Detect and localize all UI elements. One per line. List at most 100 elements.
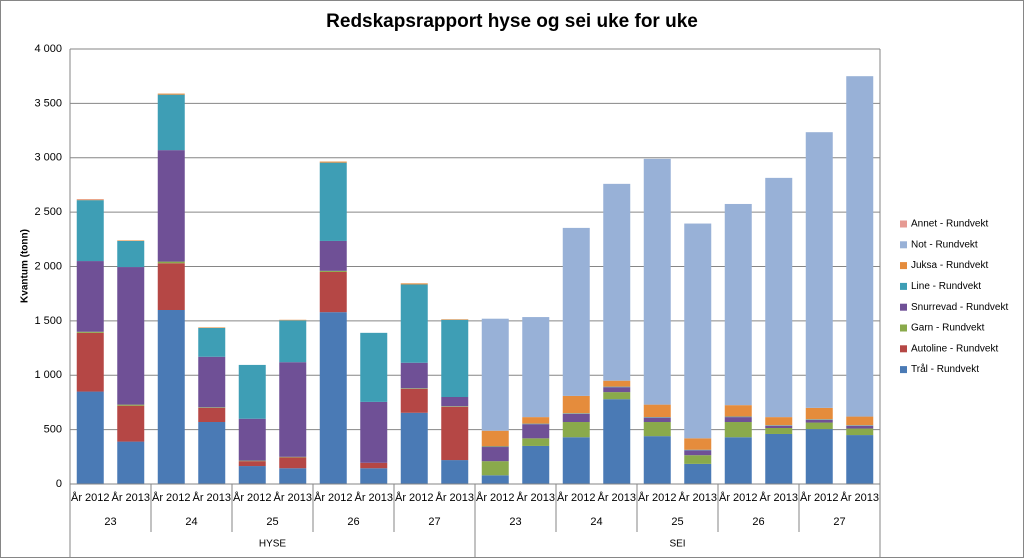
bar-segment	[805, 407, 833, 420]
x-tick-label: År 2012	[719, 491, 758, 504]
chart-title: Redskapsrapport hyse og sei uke for uke	[326, 11, 698, 32]
legend-label: Line - Rundvekt	[911, 281, 981, 292]
x-tick-label: År 2012	[152, 491, 191, 504]
x-tick-label: År 2013	[840, 491, 879, 504]
bar-segment	[765, 425, 793, 428]
x-tick-label: År 2012	[800, 491, 839, 504]
bar-segment	[846, 435, 874, 484]
bar-segment	[846, 416, 874, 426]
x-tick-label: År 2012	[71, 491, 110, 504]
bar-segment	[643, 417, 671, 423]
bar-segment	[846, 428, 874, 436]
bar-segment	[805, 419, 833, 423]
legend-swatch	[900, 241, 907, 249]
bar-segment	[522, 445, 550, 484]
bar-segment	[724, 405, 752, 417]
bar-segment	[684, 449, 712, 451]
bar-segment	[603, 380, 631, 387]
bar-segment	[522, 423, 550, 425]
bar-segment	[198, 327, 226, 328]
bar-segment	[157, 263, 185, 310]
y-tick-label: 1 000	[34, 369, 62, 381]
bar-segment	[319, 270, 347, 272]
bar-segment	[805, 429, 833, 484]
y-tick-label: 4 000	[34, 43, 62, 55]
bar-segment	[805, 419, 833, 420]
x-tick-label: År 2013	[516, 491, 555, 504]
bar-segment	[684, 450, 712, 456]
group-label: SEI	[669, 539, 685, 550]
bar-segment	[157, 310, 185, 484]
legend-label: Snurrevad - Rundvekt	[911, 302, 1008, 313]
legend-swatch	[900, 324, 907, 332]
bar-segment	[562, 413, 590, 423]
bar-segment	[76, 199, 104, 200]
bar-segment	[400, 412, 428, 484]
legend-label: Garn - Rundvekt	[911, 323, 985, 334]
bar-segment	[481, 446, 509, 448]
bar-segment	[360, 332, 388, 402]
bar-segment	[765, 433, 793, 484]
bar-segment	[441, 397, 469, 407]
bar-segment	[360, 401, 388, 463]
bar-segment	[238, 418, 266, 461]
legend-swatch	[900, 220, 907, 228]
x-tick-label: År 2013	[435, 491, 474, 504]
bar-segment	[198, 356, 226, 408]
y-axis-label: Kvantum (tonn)	[20, 229, 31, 303]
bar-segment	[117, 441, 145, 484]
bar-segment	[724, 416, 752, 418]
x-tick-label: År 2013	[597, 491, 636, 504]
legend-label: Juksa - Rundvekt	[911, 260, 988, 271]
bar-segment	[279, 319, 307, 321]
week-label: 24	[590, 516, 602, 528]
bar-segment	[198, 327, 226, 357]
bar-segment	[238, 364, 266, 419]
bar-segment	[400, 388, 428, 413]
bar-segment	[117, 240, 145, 268]
x-tick-label: År 2012	[314, 491, 353, 504]
bar-segment	[117, 404, 145, 406]
bar-segment	[319, 312, 347, 484]
bar-segment	[765, 427, 793, 434]
bar-segment	[319, 240, 347, 271]
legend-swatch	[900, 282, 907, 290]
bar-segment	[117, 267, 145, 405]
bar-segment	[198, 407, 226, 423]
week-label: 25	[266, 516, 278, 528]
bar-segment	[279, 468, 307, 484]
y-tick-label: 3 000	[34, 152, 62, 164]
bar-segment	[360, 468, 388, 484]
bar-segment	[603, 183, 631, 381]
bar-segment	[238, 460, 266, 462]
week-label: 27	[428, 516, 440, 528]
bar-segment	[279, 457, 307, 469]
bar-segment	[603, 387, 631, 393]
bar-segment	[319, 161, 347, 163]
bar-segment	[441, 406, 469, 407]
bar-segment	[481, 430, 509, 447]
bar-segment	[400, 362, 428, 389]
bar-segment	[76, 200, 104, 262]
bar-segment	[643, 422, 671, 437]
x-tick-label: År 2013	[678, 491, 717, 504]
legend-swatch	[900, 345, 907, 353]
week-label: 23	[509, 516, 521, 528]
bar-segment	[603, 399, 631, 484]
bar-segment	[441, 319, 469, 397]
bar-segment	[76, 332, 104, 392]
y-tick-label: 2 500	[34, 206, 62, 218]
bar-segment	[157, 261, 185, 264]
bar-segment	[522, 424, 550, 439]
bar-segment	[522, 417, 550, 424]
bar-segment	[562, 395, 590, 414]
bar-segment	[400, 283, 428, 285]
y-tick-label: 3 500	[34, 97, 62, 109]
bar-segment	[400, 388, 428, 389]
bar-segment	[846, 76, 874, 417]
x-tick-label: År 2013	[192, 491, 231, 504]
bar-segment	[76, 331, 104, 333]
bar-segment	[117, 240, 145, 241]
bar-segment	[765, 417, 793, 426]
bar-segment	[724, 437, 752, 484]
